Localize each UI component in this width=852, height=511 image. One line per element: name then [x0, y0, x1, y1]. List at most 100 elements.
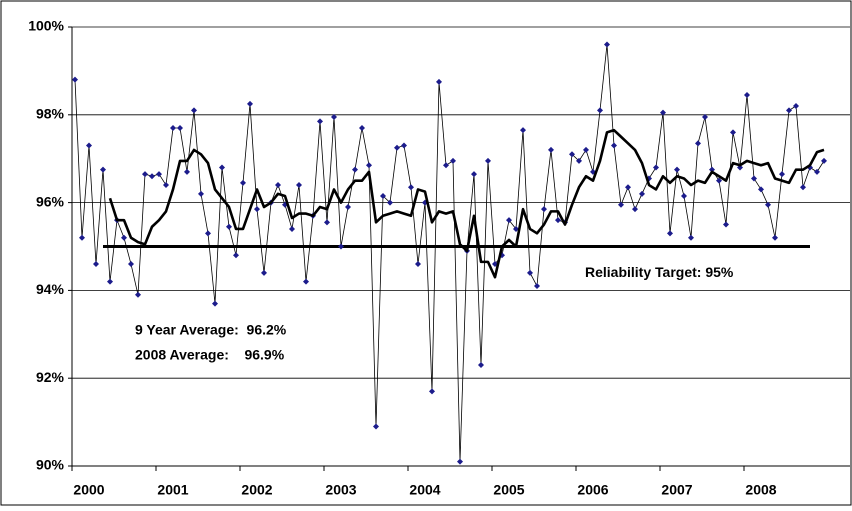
data-point [177, 124, 183, 131]
data-point [296, 182, 302, 189]
data-point [793, 103, 799, 110]
data-point [135, 291, 141, 298]
data-point [121, 234, 127, 241]
data-point [198, 190, 204, 197]
data-point [247, 100, 253, 107]
data-point [86, 142, 92, 149]
data-point [289, 225, 295, 232]
data-point [142, 171, 148, 178]
data-point [359, 124, 365, 131]
data-point [639, 190, 645, 197]
x-tick-label: 2008 [745, 482, 776, 498]
data-point [380, 193, 386, 200]
data-point [758, 186, 764, 193]
data-point [688, 234, 694, 241]
data-point [450, 157, 456, 164]
data-point [779, 171, 785, 178]
data-point [352, 166, 358, 173]
data-point [618, 201, 624, 208]
data-point [429, 388, 435, 395]
x-tick-label: 2003 [325, 482, 356, 498]
data-point [681, 193, 687, 200]
data-point [415, 261, 421, 268]
data-point [107, 278, 113, 285]
data-point [317, 118, 323, 125]
data-point [338, 243, 344, 250]
y-tick-label: 98% [36, 106, 65, 122]
data-point [156, 171, 162, 178]
data-point [366, 162, 372, 169]
data-point [709, 166, 715, 173]
data-point [534, 283, 540, 290]
data-point [170, 124, 176, 131]
data-point [632, 206, 638, 213]
data-point [765, 201, 771, 208]
data-point [226, 223, 232, 230]
target-label: Reliability Target: 95% [585, 264, 734, 280]
data-point [373, 423, 379, 430]
data-point [93, 261, 99, 268]
data-point [324, 219, 330, 226]
data-point [184, 168, 190, 175]
data-point [506, 217, 512, 224]
data-point [611, 142, 617, 149]
y-tick-label: 94% [36, 281, 65, 297]
x-tick-label: 2004 [409, 482, 440, 498]
data-point [240, 179, 246, 186]
data-point [191, 107, 197, 114]
data-point [436, 78, 442, 85]
data-point [408, 184, 414, 191]
data-point [723, 221, 729, 228]
data-point [695, 140, 701, 147]
data-point [555, 217, 561, 224]
data-point [205, 230, 211, 237]
data-point [772, 234, 778, 241]
data-point [443, 162, 449, 169]
data-point [401, 142, 407, 149]
x-tick-label: 2000 [73, 482, 104, 498]
data-point [667, 230, 673, 237]
annotation: 9 Year Average: 96.2% [135, 322, 287, 338]
data-point [233, 252, 239, 259]
data-point [72, 76, 78, 83]
x-tick-label: 2005 [493, 482, 524, 498]
data-point [653, 164, 659, 171]
data-point [303, 278, 309, 285]
data-point [604, 41, 610, 48]
data-point [219, 164, 225, 171]
data-point [576, 157, 582, 164]
y-tick-label: 92% [36, 369, 65, 385]
data-point [345, 203, 351, 210]
data-point [597, 107, 603, 114]
data-point [478, 362, 484, 369]
data-point [569, 151, 575, 158]
x-tick-label: 2006 [577, 482, 608, 498]
data-point [149, 173, 155, 180]
data-point [485, 157, 491, 164]
data-point [751, 175, 757, 182]
data-point [261, 269, 267, 276]
data-point [331, 113, 337, 120]
data-point [814, 168, 820, 175]
data-point [548, 146, 554, 153]
monthly-line [74, 44, 825, 463]
data-point [471, 171, 477, 178]
data-point [513, 225, 519, 232]
data-point [786, 107, 792, 114]
data-point [212, 300, 218, 307]
data-point [394, 144, 400, 151]
data-point [702, 113, 708, 120]
data-point [128, 261, 134, 268]
y-tick-label: 96% [36, 193, 65, 209]
data-point [387, 199, 393, 206]
x-tick-label: 2007 [661, 482, 692, 498]
y-tick-label: 90% [36, 457, 65, 473]
data-point [716, 177, 722, 184]
data-point [583, 146, 589, 153]
data-point [163, 182, 169, 189]
data-point [79, 234, 85, 241]
data-point [800, 184, 806, 191]
data-point [100, 166, 106, 173]
annotation: 2008 Average: 96.9% [135, 347, 285, 363]
